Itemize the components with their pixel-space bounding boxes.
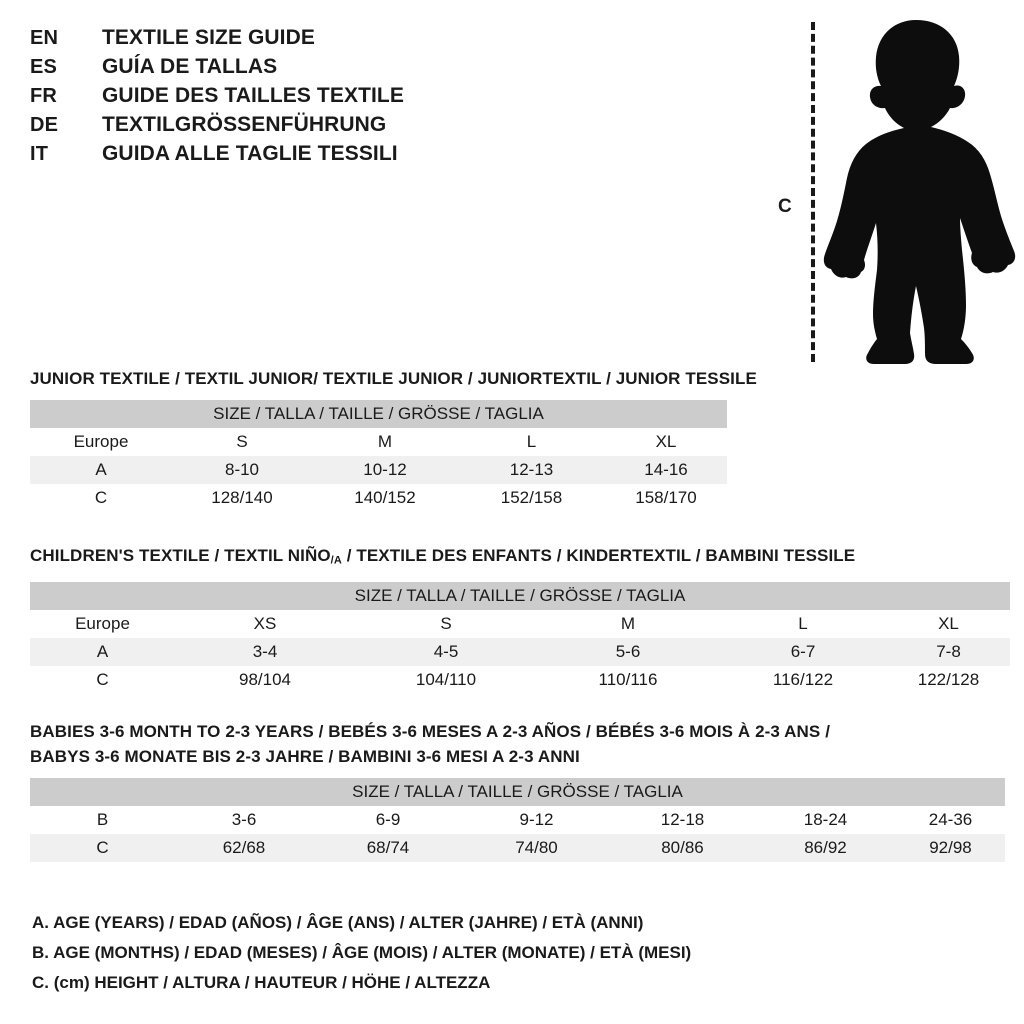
cell: 74/80 [463,834,610,862]
legend-row-c: C. (cm) HEIGHT / ALTURA / HAUTEUR / HÖHE… [32,973,491,992]
cell: 7-8 [887,638,1010,667]
table-row: Europe S M L XL [30,428,727,456]
cell: 10-12 [312,456,458,484]
language-title: TEXTILGRÖSSENFÜHRUNG [102,113,387,136]
table-row: A 8-10 10-12 12-13 14-16 [30,456,727,484]
language-row-de: DE TEXTILGRÖSSENFÜHRUNG [30,113,460,142]
table-row: A 3-4 4-5 5-6 6-7 7-8 [30,638,1010,667]
cell: M [377,432,393,451]
language-row-it: IT GUIDA ALLE TAGLIE TESSILI [30,142,460,171]
cell: 24-36 [928,810,973,829]
section-title-line2: BABYS 3-6 MONATE BIS 2-3 JAHRE / BAMBINI… [30,747,580,766]
language-code: EN [30,27,59,49]
cell: 68/74 [313,834,463,862]
cell: 18-24 [803,810,848,829]
language-title: GUÍA DE TALLAS [102,55,278,78]
table-row: C 98/104 104/110 110/116 116/122 122/128 [30,666,1010,694]
size-band-label: SIZE / TALLA / TAILLE / GRÖSSE / TAGLIA [30,582,1010,611]
row-label: C [94,488,108,507]
cell: S [440,614,452,634]
section-title-post: / TEXTILE DES ENFANTS / KINDERTEXTIL / B… [341,546,856,565]
table-row: B 3-6 6-9 9-12 12-18 18-24 24-36 [30,806,1005,834]
row-label: A [30,456,172,484]
cell: L [526,432,537,451]
cell: 158/170 [635,488,697,507]
cell: 80/86 [610,834,755,862]
cell: 12-18 [660,810,705,829]
language-code: IT [30,143,49,165]
cell: 9-12 [519,810,554,829]
legend-row-b: B. AGE (MONTHS) / EDAD (MESES) / ÂGE (MO… [32,943,692,962]
row-label: A [30,638,175,667]
section-title-line1: BABIES 3-6 MONTH TO 2-3 YEARS / BEBÉS 3-… [30,722,831,741]
cell: 98/104 [239,670,291,690]
cell: 122/128 [917,670,980,690]
babies-size-table: SIZE / TALLA / TAILLE / GRÖSSE / TAGLIA … [30,778,1005,862]
size-band-label: SIZE / TALLA / TAILLE / GRÖSSE / TAGLIA [30,778,1005,806]
cell: XS [253,614,277,634]
row-label: Europe [73,432,129,451]
measure-label-c: C [778,196,792,217]
section-junior-textile: JUNIOR TEXTILE / TEXTIL JUNIOR/ TEXTILE … [30,366,757,512]
legend-row-a: A. AGE (YEARS) / EDAD (AÑOS) / ÂGE (ANS)… [32,913,644,932]
cell: 62/68 [175,834,313,862]
cell: 8-10 [172,456,312,484]
cell: 5-6 [537,638,719,667]
cell: 116/122 [772,670,834,690]
cell: S [236,432,248,451]
language-row-fr: FR GUIDE DES TAILLES TEXTILE [30,84,460,113]
language-code: DE [30,114,59,136]
cell: 110/116 [598,670,658,690]
cell: 92/98 [896,834,1005,862]
section-title: CHILDREN'S TEXTILE / TEXTIL NIÑO/A / TEX… [30,543,1010,573]
cell: M [620,614,636,634]
row-label: B [96,810,109,829]
children-size-table: SIZE / TALLA / TAILLE / GRÖSSE / TAGLIA … [30,582,1010,694]
section-children-textile: CHILDREN'S TEXTILE / TEXTIL NIÑO/A / TEX… [30,543,1010,694]
table-row: Europe XS S M L XL [30,610,1010,638]
section-title-pre: CHILDREN'S TEXTILE / TEXTIL NIÑO [30,546,331,565]
language-code: FR [30,85,58,107]
section-title-subscript: /A [330,554,342,567]
language-row-es: ES GUÍA DE TALLAS [30,55,460,84]
language-title: GUIDE DES TAILLES TEXTILE [102,84,404,107]
size-band-label: SIZE / TALLA / TAILLE / GRÖSSE / TAGLIA [30,400,727,428]
junior-size-table: SIZE / TALLA / TAILLE / GRÖSSE / TAGLIA … [30,400,727,512]
table-row: C 128/140 140/152 152/158 158/170 [30,484,727,512]
row-label: C [30,834,175,862]
measurement-legend: A. AGE (YEARS) / EDAD (AÑOS) / ÂGE (ANS)… [32,908,691,998]
cell: 3-4 [175,638,355,667]
cell: 128/140 [211,488,273,507]
section-babies-textile: BABIES 3-6 MONTH TO 2-3 YEARS / BEBÉS 3-… [30,719,1005,862]
cell: 104/110 [415,670,477,690]
table-row: C 62/68 68/74 74/80 80/86 86/92 92/98 [30,834,1005,862]
table-band-row: SIZE / TALLA / TAILLE / GRÖSSE / TAGLIA [30,400,727,428]
toddler-silhouette-icon [823,20,1016,364]
cell: 140/152 [354,488,416,507]
cell: 86/92 [755,834,896,862]
cell: 4-5 [355,638,537,667]
section-title: JUNIOR TEXTILE / TEXTIL JUNIOR/ TEXTILE … [30,369,757,388]
row-label: C [96,670,109,690]
row-label: Europe [75,614,130,634]
cell: 152/158 [500,488,563,507]
language-title-list: EN TEXTILE SIZE GUIDE ES GUÍA DE TALLAS … [30,26,460,171]
table-band-row: SIZE / TALLA / TAILLE / GRÖSSE / TAGLIA [30,778,1005,806]
cell: 6-7 [719,638,887,667]
cell: L [798,614,808,634]
language-row-en: EN TEXTILE SIZE GUIDE [30,26,460,55]
cell: 6-9 [375,810,401,829]
cell: 12-13 [458,456,605,484]
height-dashed-line [811,22,815,362]
cell: 3-6 [231,810,257,829]
table-band-row: SIZE / TALLA / TAILLE / GRÖSSE / TAGLIA [30,582,1010,611]
cell: 14-16 [605,456,727,484]
height-measurement-figure: C [770,10,1020,370]
cell: XL [655,432,677,451]
language-code: ES [30,56,58,78]
cell: XL [938,614,959,634]
language-title: GUIDA ALLE TAGLIE TESSILI [102,142,398,165]
language-title: TEXTILE SIZE GUIDE [102,26,315,49]
